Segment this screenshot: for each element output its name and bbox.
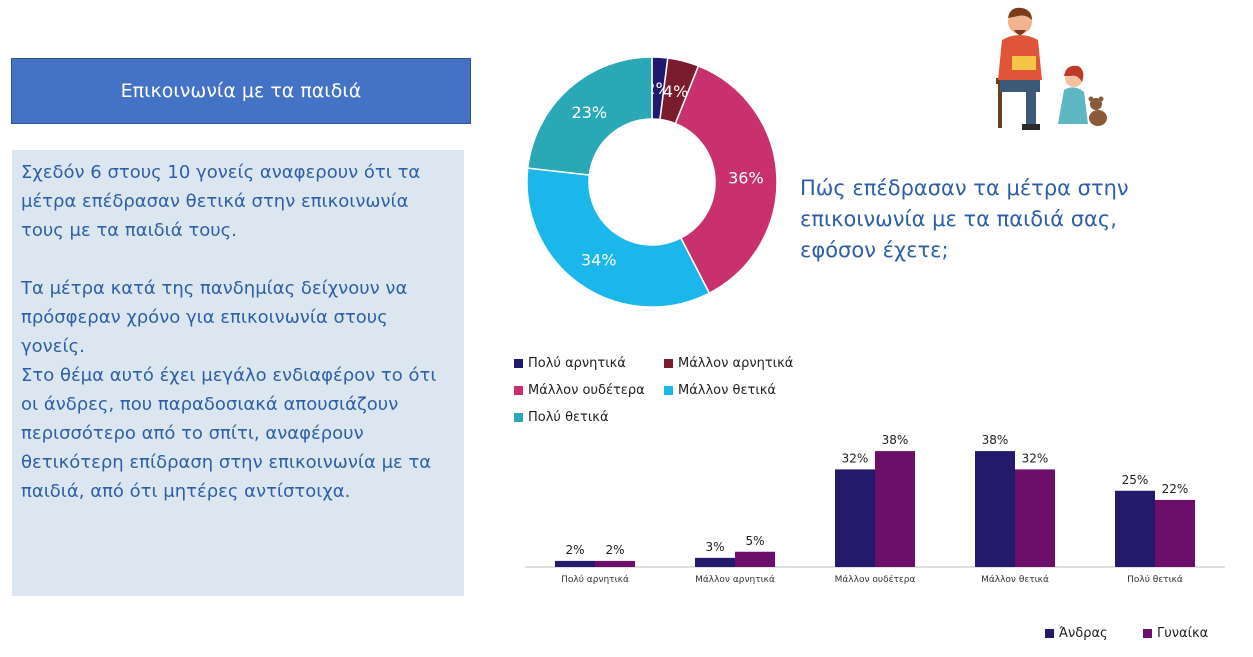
summary-paragraph-3: Στο θέμα αυτό έχει μεγάλο ενδιαφέρον το … [21,365,437,502]
donut-legend-item: Πολύ αρνητικά [514,356,626,371]
x-tick-label: Μάλλον θετικά [981,575,1049,585]
donut-legend-item: Μάλλον θετικά [664,383,776,398]
bar-legend-item: Άνδρας [1045,626,1108,641]
bar-chart: 2% 2% Πολύ αρνητικά 3% 5% Μάλλον αρνητικά 32% 3… [525,433,1225,585]
bar [1155,499,1195,567]
donut-slice [526,167,711,308]
bar-data-label: 22% [1162,482,1189,496]
bar [595,560,635,567]
legend-label: Μάλλον αρνητικά [678,356,794,371]
legend-swatch [664,386,673,395]
bar [695,557,735,567]
bar [835,469,875,567]
donut-legend-item: Μάλλον ουδέτερα [514,383,645,398]
summary-paragraph-2: Τα μέτρα κατά της πανδημίας δείχνουν να … [21,278,408,357]
legend-label: Μάλλον ουδέτερα [528,383,645,398]
legend-label: Γυναίκα [1157,626,1209,641]
bar-data-label: 2% [605,543,624,557]
bar-data-label: 32% [1022,451,1049,465]
bar-legend-item: Γυναίκα [1143,626,1208,641]
donut-data-label: 23% [572,103,608,122]
bar [875,451,915,567]
survey-question: Πώς επέδρασαν τα μέτρα στην επικοινωνία … [800,176,1129,262]
bar-data-label: 5% [745,534,764,548]
bar [1115,490,1155,567]
section-title-text: Επικοινωνία με τα παιδιά [120,80,362,102]
section-title: Επικοινωνία με τα παιδιά [11,58,471,124]
x-tick-label: Μάλλον ουδέτερα [835,574,916,585]
donut-data-label: 4% [663,82,688,101]
legend-label: Πολύ αρνητικά [528,356,626,371]
bar-data-label: 38% [982,433,1009,447]
bar [555,560,595,567]
legend-swatch [514,386,523,395]
legend-swatch [514,413,523,422]
bar [735,551,775,567]
bar [975,451,1015,567]
donut-data-label: 34% [581,250,617,269]
summary-paragraph-1: Σχεδόν 6 στους 10 γονείς αναφερουν ότι τ… [21,162,421,241]
legend-swatch [514,359,523,368]
donut-slice [674,64,778,295]
donut-data-label: 36% [728,169,764,188]
legend-swatch [1143,629,1152,638]
x-tick-label: Πολύ θετικά [1127,574,1183,585]
x-tick-label: Μάλλον αρνητικά [695,575,775,585]
legend-swatch [1045,629,1054,638]
bar-data-label: 2% [565,543,584,557]
donut-slice [526,56,653,176]
donut-chart: 2%4%36%34%23% [526,56,778,308]
bar-data-label: 32% [842,451,869,465]
donut-legend-item: Πολύ θετικά [514,410,609,425]
bar-data-label: 3% [705,540,724,554]
parent-child-illustration-icon [978,0,1128,138]
bar [1015,469,1055,567]
legend-label: Πολύ θετικά [528,410,609,425]
summary-panel: Σχεδόν 6 στους 10 γονείς αναφερουν ότι τ… [12,150,464,596]
bar-data-label: 25% [1122,473,1149,487]
legend-label: Μάλλον θετικά [678,383,776,398]
legend-label: Άνδρας [1059,626,1108,641]
bar-data-label: 38% [882,433,909,447]
x-tick-label: Πολύ αρνητικά [561,574,629,585]
donut-legend-item: Μάλλον αρνητικά [664,356,793,371]
legend-swatch [664,359,673,368]
